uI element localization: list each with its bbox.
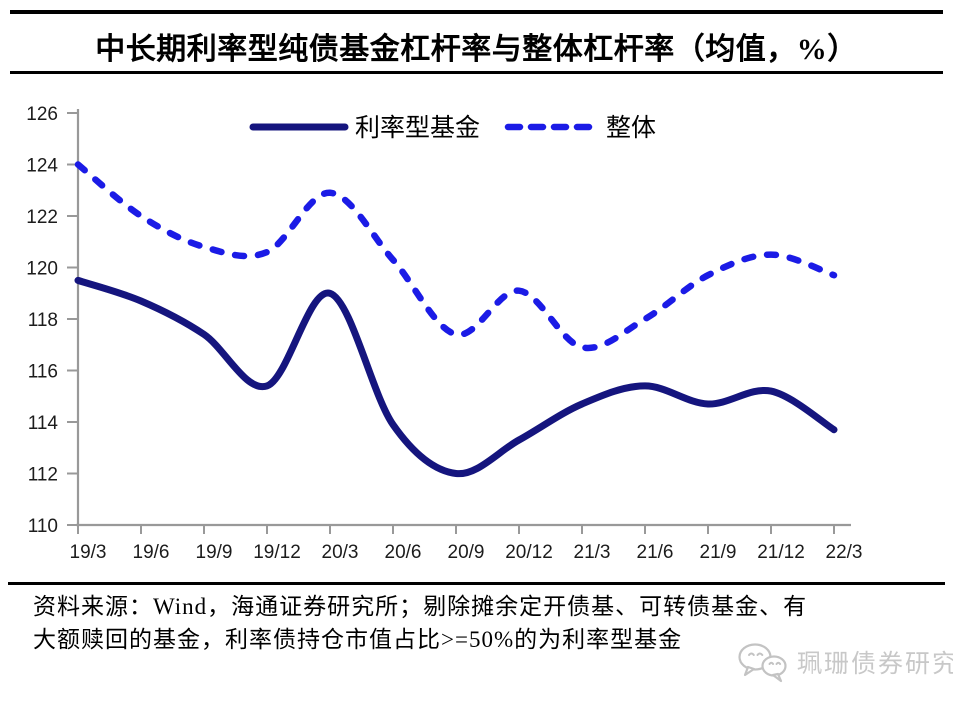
solid-series-line <box>74 276 838 478</box>
title-underline-rule <box>10 71 943 74</box>
y-axis-label: 126 <box>26 104 58 125</box>
y-axis-label: 120 <box>26 259 58 280</box>
top-rule <box>10 10 943 14</box>
x-axis-label: 19/9 <box>196 542 233 563</box>
chart-title: 中长期利率型纯债基金杠杆率与整体杠杆率（均值，%） <box>95 33 858 66</box>
footer-divider-rule <box>8 582 945 585</box>
x-axis-label: 20/6 <box>385 542 422 563</box>
legend-label: 利率型基金 <box>355 114 480 142</box>
y-axis-label: 118 <box>28 310 58 331</box>
watermark: 珮珊债券研究 <box>736 640 953 684</box>
x-axis-label: 19/6 <box>133 542 170 563</box>
x-axis-label: 21/6 <box>637 542 674 563</box>
y-axis-label: 112 <box>28 465 58 486</box>
y-axis-label: 110 <box>28 516 58 537</box>
source-note: 资料来源：Wind，海通证券研究所；剔除摊余定开债基、可转债基金、有 大额赎回的… <box>33 590 938 656</box>
source-note-line2: 大额赎回的基金，利率债持仓市值占比>=50%的为利率型基金 <box>33 627 683 652</box>
y-axis-label: 114 <box>28 413 59 434</box>
x-axis-label: 21/9 <box>700 542 737 563</box>
source-note-line1: 资料来源：Wind，海通证券研究所；剔除摊余定开债基、可转债基金、有 <box>33 594 808 619</box>
y-axis-label: 116 <box>28 362 58 383</box>
x-axis-label: 21/12 <box>757 542 805 563</box>
leverage-line-chart: 110 112 114 116 118 120 122 124 126 19/3 19/6 19/9 1… <box>26 104 863 563</box>
x-axis-label: 20/9 <box>448 542 485 563</box>
x-axis-label: 22/3 <box>826 542 863 563</box>
y-axis-label: 124 <box>26 156 58 177</box>
watermark-text: 珮珊债券研究 <box>797 651 953 678</box>
x-axis-label: 20/12 <box>505 542 553 563</box>
x-axis-label: 19/3 <box>70 542 107 563</box>
legend-label: 整体 <box>606 114 656 142</box>
x-axis-label: 19/12 <box>253 542 301 563</box>
x-axis-label: 21/3 <box>574 542 611 563</box>
dashed-series-line <box>74 161 838 352</box>
x-axis-label: 20/3 <box>322 542 359 563</box>
wechat-icon <box>738 643 787 683</box>
y-axis-label: 122 <box>26 207 58 228</box>
